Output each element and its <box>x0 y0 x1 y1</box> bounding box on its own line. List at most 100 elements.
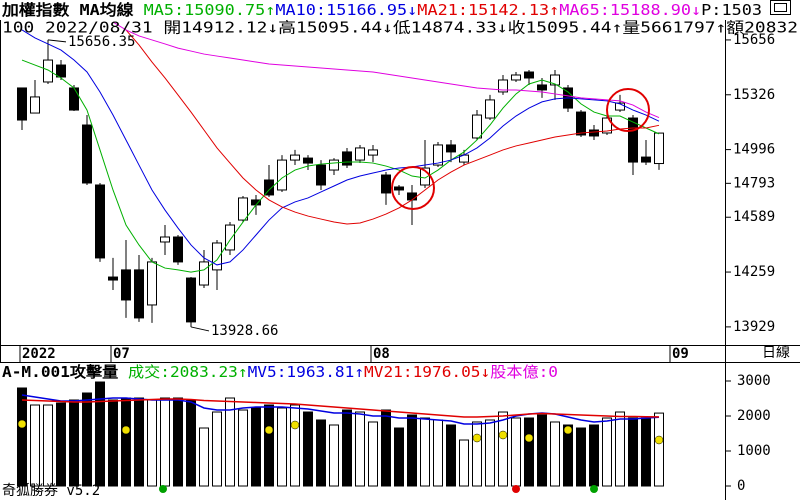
volume-bar <box>277 407 287 487</box>
volume-bar <box>420 417 430 487</box>
volume-bar <box>316 419 326 487</box>
y-tick-label: 1000 <box>737 443 771 459</box>
y-tick-label: 15326 <box>733 87 775 103</box>
window-icon[interactable] <box>770 0 791 15</box>
candle-body <box>329 159 339 171</box>
volume-bar <box>264 404 274 487</box>
candle-body <box>589 129 599 137</box>
candle-body <box>368 149 378 156</box>
candle-body <box>407 192 417 201</box>
volume-bar <box>290 404 300 487</box>
candle-body <box>277 159 287 191</box>
candle-body <box>121 269 131 301</box>
candle-body <box>17 87 27 121</box>
highlights <box>391 88 650 210</box>
volume-bar <box>485 419 495 487</box>
ma-line <box>21 29 660 266</box>
volume-bar <box>602 417 612 487</box>
candle-body <box>147 261 157 306</box>
candle-body <box>524 71 534 79</box>
signal-dot <box>290 420 300 430</box>
x-tick-label: 08 <box>373 346 390 362</box>
candle-body <box>264 179 274 196</box>
volume-bar <box>82 392 92 487</box>
legend-name: MA65 <box>559 1 600 19</box>
volume-bar <box>576 427 586 487</box>
candle-body <box>628 117 638 163</box>
candle-body <box>225 224 235 251</box>
signal-dot <box>472 433 482 443</box>
candle-body <box>30 96 40 114</box>
volume-bar <box>407 414 417 487</box>
signal-dot <box>524 433 534 443</box>
highlight-circle <box>606 88 650 132</box>
candle-body <box>602 117 612 134</box>
candle-body <box>43 59 53 83</box>
candle-body <box>472 114 482 139</box>
candle-body <box>381 174 391 194</box>
volume-bar <box>251 407 261 487</box>
candle-body <box>186 277 196 323</box>
annotation: 13928.66 <box>211 323 278 339</box>
volume-bar <box>511 417 521 487</box>
candle-body <box>394 186 404 191</box>
timeframe-label: 日線 <box>762 345 790 361</box>
volume-bar <box>147 399 157 487</box>
y-tick-label: 0 <box>737 478 745 494</box>
legend-readout: :15142.13↑ <box>458 1 559 19</box>
legend-name: MV21 <box>364 363 403 381</box>
candle-body <box>316 164 326 186</box>
x-tick-label: 2022 <box>22 346 56 362</box>
x-tick-label: 09 <box>672 346 689 362</box>
ma-line <box>125 29 660 225</box>
indicator-name: MA均線 <box>80 1 134 19</box>
volume-bar <box>329 424 339 487</box>
volume-bar <box>589 424 599 487</box>
annotation-leader <box>47 39 67 43</box>
volume-bar <box>43 404 53 487</box>
volume-bar <box>641 417 651 487</box>
volume-bar <box>95 381 105 487</box>
volume-bar <box>563 424 573 487</box>
y-tick-label: 15656 <box>733 32 775 48</box>
volume-bar <box>173 397 183 487</box>
footer: 奇狐勝券 v5.2 <box>2 482 100 499</box>
y-tick-label: 13929 <box>733 319 775 335</box>
index-title: 加權指數 <box>1 1 69 19</box>
signal-dot <box>159 485 167 493</box>
signal-dot <box>563 425 573 435</box>
candle-body <box>69 87 79 111</box>
candle-body <box>641 156 651 163</box>
signal-dots <box>17 419 664 493</box>
candle-body <box>550 74 560 86</box>
candle-body <box>498 79 508 93</box>
legend-readout: :15188.90↓ <box>600 1 701 19</box>
y-tick-label: 3000 <box>737 373 771 389</box>
volume-bar <box>56 402 66 487</box>
info-line: 100 2022/08/31 開14912.12↓高15095.44↓低1487… <box>2 19 798 37</box>
volume-bar <box>446 424 456 487</box>
volume-name: 成交 <box>128 363 160 381</box>
extra-readout: 股本億:0 <box>490 363 558 381</box>
legend-readout: :15090.75↑ <box>174 1 275 19</box>
y-tick-label: 14793 <box>733 175 775 191</box>
candle-body <box>160 236 170 243</box>
volume-bar <box>381 409 391 487</box>
candle-body <box>355 147 365 161</box>
mv-line <box>21 398 660 418</box>
volume-readout: :2083.23↑ <box>160 363 247 381</box>
y-tick-label: 14996 <box>733 142 775 158</box>
candle-body <box>511 74 521 81</box>
volume-bar <box>654 412 664 487</box>
volume-bar <box>134 397 144 487</box>
legend-readout: :1976.05↓ <box>403 363 490 381</box>
signal-dot <box>498 430 508 440</box>
signal-dot <box>121 425 131 435</box>
marks: 15656.35 13928.66 <box>17 21 664 487</box>
volume-bar <box>524 417 534 487</box>
window-icon-inner <box>774 3 787 12</box>
volume-bar <box>498 411 508 487</box>
